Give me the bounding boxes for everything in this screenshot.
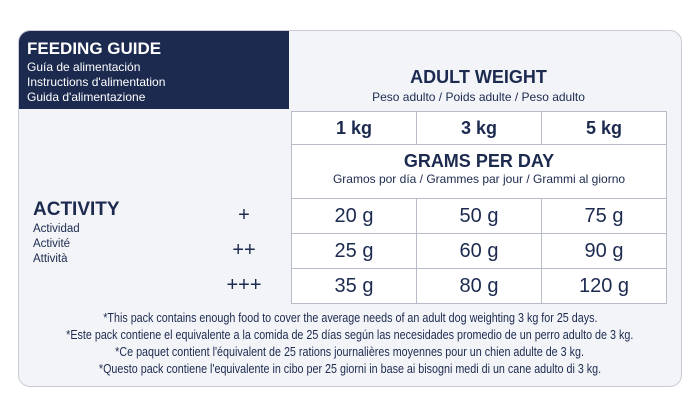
amount-cell: 35 g [291, 268, 417, 304]
weight-header: 5 kg [541, 111, 667, 145]
header-subtitle: Guida d'alimentazione [27, 90, 146, 104]
activity-title: ACTIVITY [33, 199, 120, 220]
header-box: FEEDING GUIDE Guía de alimentación Instr… [19, 31, 289, 109]
activity-level: + [238, 204, 250, 226]
footnote-text: *Ce paquet contient l'équivalent de 25 r… [115, 345, 585, 359]
footnote: *This pack contains enough food to cover… [19, 311, 681, 325]
footnote: *Questo pack contiene l'equivalente in c… [19, 362, 681, 376]
footnote-text: *This pack contains enough food to cover… [102, 311, 598, 325]
amount-cell: 75 g [541, 198, 667, 234]
activity-level: +++ [226, 274, 262, 296]
amount-cell: 120 g [541, 268, 667, 304]
activity-subtitle: Attività [33, 253, 68, 265]
amount-cell: 80 g [416, 268, 542, 304]
footnote: *Ce paquet contient l'équivalent de 25 r… [19, 345, 681, 359]
header-title: FEEDING GUIDE [27, 39, 162, 58]
amount-cell: 60 g [416, 233, 542, 269]
feeding-guide-panel: FEEDING GUIDE Guía de alimentación Instr… [18, 30, 682, 387]
amount-cell: 25 g [291, 233, 417, 269]
adult-weight-subtitle: Peso adulto / Poids adulte / Peso adulto [372, 90, 585, 104]
grams-subtitle: Gramos por día / Grammes par jour / Gram… [332, 172, 626, 186]
header-subtitle: Guía de alimentación [27, 60, 141, 74]
adult-weight-title: ADULT WEIGHT [410, 67, 547, 87]
activity-subtitle: Actividad [33, 223, 80, 235]
weight-header: 3 kg [416, 111, 542, 145]
amount-cell: 90 g [541, 233, 667, 269]
footnote-text: *Questo pack contiene l'equivalente in c… [98, 362, 602, 376]
header-subtitle: Instructions d'alimentation [27, 75, 166, 89]
amount-cell: 20 g [291, 198, 417, 234]
grams-title: GRAMS PER DAY [403, 151, 555, 171]
footnote: *Este pack contiene el equivalente a la … [19, 328, 681, 342]
activity-level: ++ [232, 239, 256, 261]
activity-subtitle: Activité [33, 238, 71, 250]
footnote-text: *Este pack contiene el equivalente a la … [66, 328, 634, 342]
weight-header: 1 kg [291, 111, 417, 145]
amount-cell: 50 g [416, 198, 542, 234]
grams-header-cell: GRAMS PER DAY Gramos por día / Grammes p… [291, 144, 667, 199]
